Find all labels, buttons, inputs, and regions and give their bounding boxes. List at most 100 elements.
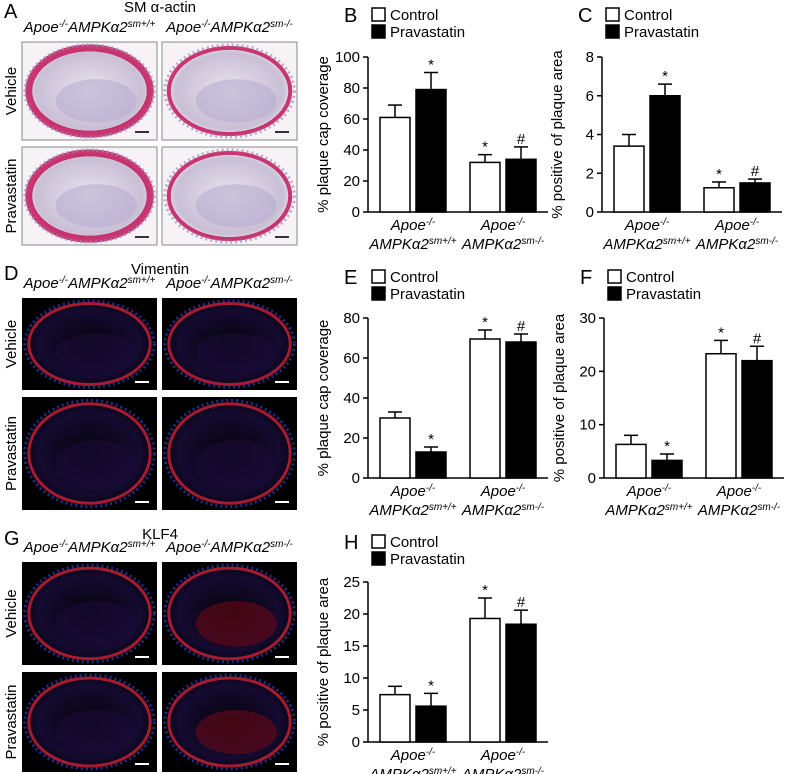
legend-swatch: [371, 7, 386, 22]
row-label: Pravastatin: [3, 158, 20, 233]
significance-marker: #: [517, 318, 526, 335]
y-tick-label: 20: [343, 606, 360, 623]
legend-swatch: [371, 534, 386, 549]
bar: [415, 451, 447, 479]
panel-letter: E: [344, 267, 357, 289]
significance-marker: *: [664, 438, 670, 455]
vessel-outer: [163, 148, 296, 244]
legend-label: Pravastatin: [390, 551, 465, 568]
bar: [415, 88, 447, 213]
significance-marker: *: [662, 68, 668, 85]
legend-label: Control: [390, 7, 438, 24]
bar: [379, 116, 411, 213]
y-tick-label: 0: [586, 204, 594, 221]
plaque: [195, 79, 277, 123]
column-label: Apoe-/-AMPKα2sm-/-: [165, 19, 293, 37]
y-tick-label: 80: [343, 80, 360, 97]
bar: [469, 617, 501, 743]
vessel-outer: [23, 398, 156, 509]
bar: [705, 352, 737, 479]
x-tick-label: Apoe-/-AMPKα2sm+/+: [368, 747, 456, 774]
legend-label: Pravastatin: [626, 286, 701, 303]
panel-letter: F: [580, 267, 592, 289]
y-tick-label: 0: [352, 734, 360, 751]
vessel-outer: [23, 43, 156, 139]
y-axis-label: % positive of plaque area: [551, 313, 568, 482]
significance-marker: *: [482, 139, 488, 156]
bar: [613, 145, 645, 213]
row-label: Pravastatin: [3, 416, 20, 491]
y-tick-label: 2: [586, 165, 594, 182]
y-tick-label: 0: [352, 204, 360, 221]
legend-label: Control: [390, 269, 438, 286]
significance-marker: #: [753, 330, 762, 347]
significance-marker: *: [428, 677, 434, 694]
y-tick-label: 8: [586, 49, 594, 66]
significance-marker: *: [716, 166, 722, 183]
bar: [649, 95, 681, 213]
legend-swatch: [371, 551, 386, 566]
y-tick-label: 20: [343, 430, 360, 447]
significance-marker: #: [751, 163, 760, 180]
legend-label: Control: [390, 534, 438, 551]
x-tick-label: Apoe-/-AMPKα2sm-/-: [461, 483, 545, 520]
plaque: [195, 439, 277, 490]
legend-label: Pravastatin: [390, 286, 465, 303]
y-tick-label: 5: [352, 702, 360, 719]
plaque: [55, 79, 137, 123]
plaque: [55, 601, 137, 647]
x-tick-label: Apoe-/-AMPKα2sm-/-: [695, 217, 779, 254]
x-tick-label: Apoe-/-AMPKα2sm-/-: [461, 217, 545, 254]
plaque: [195, 332, 277, 374]
panel-letter: D: [4, 263, 18, 285]
y-tick-label: 60: [343, 111, 360, 128]
plaque: [55, 332, 137, 374]
bar: [505, 341, 537, 479]
panel-letter: H: [344, 532, 358, 554]
panel-letter: G: [4, 528, 20, 550]
y-tick-label: 20: [579, 363, 596, 380]
bar: [505, 158, 537, 213]
legend-swatch: [371, 269, 386, 284]
y-axis-label: % positive of plaque area: [549, 50, 566, 219]
panel-letter: C: [578, 5, 592, 27]
x-tick-label: Apoe-/-AMPKα2sm+/+: [368, 217, 456, 254]
bar: [379, 693, 411, 743]
bar: [415, 705, 447, 743]
legend-swatch: [605, 24, 620, 39]
x-tick-label: Apoe-/-AMPKα2sm+/+: [368, 483, 456, 520]
plaque: [195, 184, 277, 228]
bar: [505, 623, 537, 743]
y-tick-label: 80: [343, 310, 360, 327]
bar: [379, 417, 411, 479]
y-axis-label: % plaque cap coverage: [315, 56, 332, 213]
bar: [741, 359, 773, 479]
vessel-outer: [23, 673, 156, 771]
panel-letter: A: [4, 1, 18, 23]
legend-label: Pravastatin: [624, 24, 699, 41]
bar: [615, 443, 647, 479]
plaque: [55, 710, 137, 754]
plaque: [55, 184, 137, 228]
legend-swatch: [371, 24, 386, 39]
vessel-outer: [23, 563, 156, 664]
panel-title: Vimentin: [131, 261, 189, 278]
vessel-outer: [163, 673, 296, 771]
column-label: Apoe-/-AMPKα2sm+/+: [23, 275, 156, 293]
significance-marker: *: [428, 57, 434, 74]
column-label: Apoe-/-AMPKα2sm+/+: [23, 539, 156, 557]
y-tick-label: 10: [343, 670, 360, 687]
column-label: Apoe-/-AMPKα2sm-/-: [165, 275, 293, 293]
legend-swatch: [607, 286, 622, 301]
y-tick-label: 20: [343, 173, 360, 190]
plaque: [195, 601, 277, 647]
vessel-outer: [23, 299, 156, 389]
panel-title: KLF4: [142, 526, 178, 543]
y-tick-label: 15: [343, 638, 360, 655]
row-label: Vehicle: [3, 67, 20, 115]
vessel-outer: [23, 148, 156, 244]
plaque: [195, 710, 277, 754]
y-tick-label: 0: [352, 470, 360, 487]
y-tick-label: 100: [335, 49, 360, 66]
